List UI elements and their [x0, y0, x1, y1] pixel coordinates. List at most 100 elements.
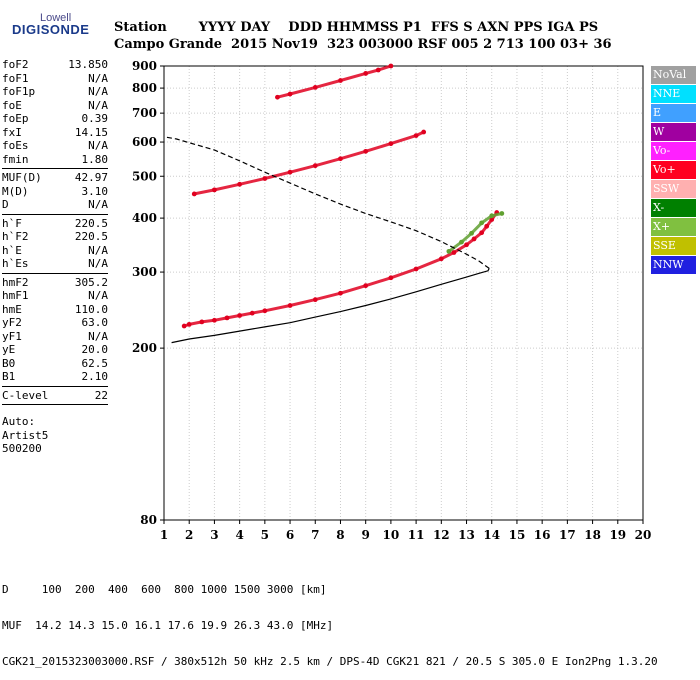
autoscale-line: Auto: [2, 415, 36, 428]
param-value: N/A [88, 257, 108, 270]
param-separator [2, 404, 108, 405]
trace-line [182, 211, 499, 328]
param-row: yF1 N/A [2, 330, 108, 344]
param-name: foEs [2, 139, 29, 152]
x-tick-label: 8 [336, 528, 344, 542]
param-value: 62.5 [81, 356, 109, 370]
y-tick-label: 200 [132, 341, 157, 355]
x-tick-label: 6 [286, 528, 294, 542]
ionogram-chart: 1 2 3 4 5 6 7 8 9 10 11 12 13 14 15 16 17 18 19 20802003004… [132, 59, 652, 542]
x-tick-label: 15 [509, 528, 526, 542]
param-name: yF2 [2, 316, 22, 329]
param-separator [2, 213, 108, 215]
x-tick-label: 7 [311, 528, 319, 542]
param-name: B0 [2, 356, 16, 370]
plot-frame [163, 65, 644, 521]
profile-curve-dashed [163, 136, 490, 269]
param-separator [2, 168, 108, 169]
footer-distance: D 100 200 400 600 800 1000 1500 3000 [km… [2, 583, 327, 596]
param-row: hmF1 N/A [2, 289, 108, 303]
header-row-1: Station YYYY DAY DDD HHMMSS P1 FFS S AXN… [114, 20, 599, 35]
param-name: foF1 [2, 71, 29, 85]
param-name: hmF1 [2, 289, 29, 302]
param-value: 0.39 [81, 112, 109, 125]
x-tick-label: 19 [609, 528, 626, 542]
legend: NoVal NNE E W Vo- Vo+ SSW X- X+ SSE NNW [651, 66, 696, 275]
param-name: foF1p [2, 85, 36, 98]
profile-curve [171, 268, 490, 344]
x-tick-label: 3 [210, 528, 218, 542]
param-row: h`F 220.5 [2, 217, 108, 231]
param-row: MUF(D) 42.97 [2, 171, 108, 185]
param-value: 42.97 [74, 171, 108, 184]
param-value: N/A [88, 139, 108, 152]
x-tick-label: 9 [362, 528, 370, 542]
param-value: 110.0 [74, 302, 108, 316]
param-row: foEs N/A [2, 139, 108, 153]
param-value: 63.0 [81, 316, 109, 329]
param-value: N/A [88, 289, 108, 302]
param-name: h`Es [2, 257, 29, 270]
param-value: N/A [88, 198, 108, 211]
x-tick-label: 11 [408, 528, 425, 542]
x-tick-label: 2 [185, 528, 193, 542]
legend-item-nne: NNE [651, 85, 696, 103]
y-tick-label: 800 [132, 81, 157, 95]
param-value: 220.5 [74, 230, 108, 243]
param-value: 220.5 [74, 216, 108, 230]
param-row: foE N/A [2, 99, 108, 113]
param-name: h`F2 [2, 230, 29, 243]
legend-item-vo: Vo- [651, 142, 696, 160]
param-value: 22 [94, 388, 108, 402]
y-tick-label: 300 [132, 265, 157, 279]
legend-item-x: X+ [651, 218, 696, 236]
footer-muf: MUF 14.2 14.3 15.0 16.1 17.6 19.9 26.3 4… [2, 619, 334, 632]
x-tick-label: 4 [235, 528, 243, 542]
param-row: D N/A [2, 198, 108, 212]
legend-item-noval: NoVal [651, 66, 696, 84]
x-tick-label: 1 [160, 528, 168, 542]
param-name: foE [2, 98, 22, 112]
x-tick-label: 5 [261, 528, 269, 542]
y-tick-label: 900 [132, 59, 157, 73]
y-tick-label: 80 [140, 513, 157, 527]
param-row: fmin 1.80 [2, 153, 108, 167]
legend-item-vo: Vo+ [651, 161, 696, 179]
y-tick-label: 700 [132, 106, 157, 120]
legend-item-x: X- [651, 199, 696, 217]
param-name: M(D) [2, 184, 29, 198]
param-value: 1.80 [81, 152, 109, 166]
param-name: MUF(D) [2, 171, 42, 184]
param-name: h`F [2, 216, 22, 230]
legend-item-w: W [651, 123, 696, 141]
param-row: C-level 22 [2, 389, 108, 403]
param-name: hmF2 [2, 275, 29, 289]
param-row: foEp 0.39 [2, 112, 108, 126]
param-name: hmE [2, 302, 22, 316]
header-row-2: Campo Grande 2015 Nov19 323 003000 RSF 0… [114, 37, 612, 52]
x-tick-label: 16 [534, 528, 551, 542]
param-value: N/A [88, 243, 108, 257]
param-value: 305.2 [74, 275, 108, 289]
y-tick-label: 600 [132, 135, 157, 149]
x-tick-label: 18 [584, 528, 601, 542]
param-name: D [2, 198, 9, 211]
y-tick-label: 500 [132, 169, 157, 183]
param-value: 2.10 [81, 370, 109, 383]
x-tick-label: 13 [458, 528, 475, 542]
param-row: yE 20.0 [2, 343, 108, 357]
param-value: 14.15 [74, 125, 108, 139]
trace-line [447, 212, 504, 253]
param-name: foF2 [2, 58, 29, 71]
legend-item-e: E [651, 104, 696, 122]
param-row: h`E N/A [2, 244, 108, 258]
param-name: foEp [2, 112, 29, 125]
footer-file-info: CGK21_2015323003000.RSF / 380x512h 50 kH… [2, 655, 658, 668]
x-tick-label: 10 [383, 528, 400, 542]
param-row: B0 62.5 [2, 357, 108, 371]
param-row: hmF2 305.2 [2, 276, 108, 290]
trace-line [192, 130, 426, 196]
x-tick-label: 20 [635, 528, 652, 542]
logo-brand: DIGISONDE [12, 22, 90, 37]
param-row: foF1p N/A [2, 85, 108, 99]
